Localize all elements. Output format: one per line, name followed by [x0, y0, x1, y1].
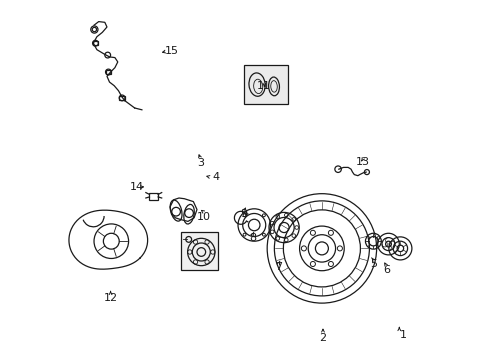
Text: 14: 14 [129, 182, 143, 192]
Text: 3: 3 [197, 158, 203, 168]
Text: 9: 9 [240, 209, 247, 219]
Text: 10: 10 [197, 212, 211, 222]
Text: 2: 2 [319, 333, 326, 343]
Bar [244, 65, 287, 104]
Text: 12: 12 [103, 293, 118, 303]
Text: 6: 6 [383, 265, 389, 275]
Bar [181, 232, 217, 270]
Bar [105, 70, 111, 74]
Text: 4: 4 [212, 172, 219, 182]
Text: 15: 15 [164, 46, 179, 56]
Text: 8: 8 [248, 233, 255, 243]
Text: 5: 5 [369, 258, 376, 269]
Bar [149, 193, 158, 200]
Bar [119, 96, 125, 100]
Bar [92, 41, 98, 45]
Text: 11: 11 [257, 81, 271, 91]
Text: 1: 1 [399, 330, 406, 340]
Text: 7: 7 [275, 262, 282, 272]
Text: 13: 13 [356, 157, 369, 167]
